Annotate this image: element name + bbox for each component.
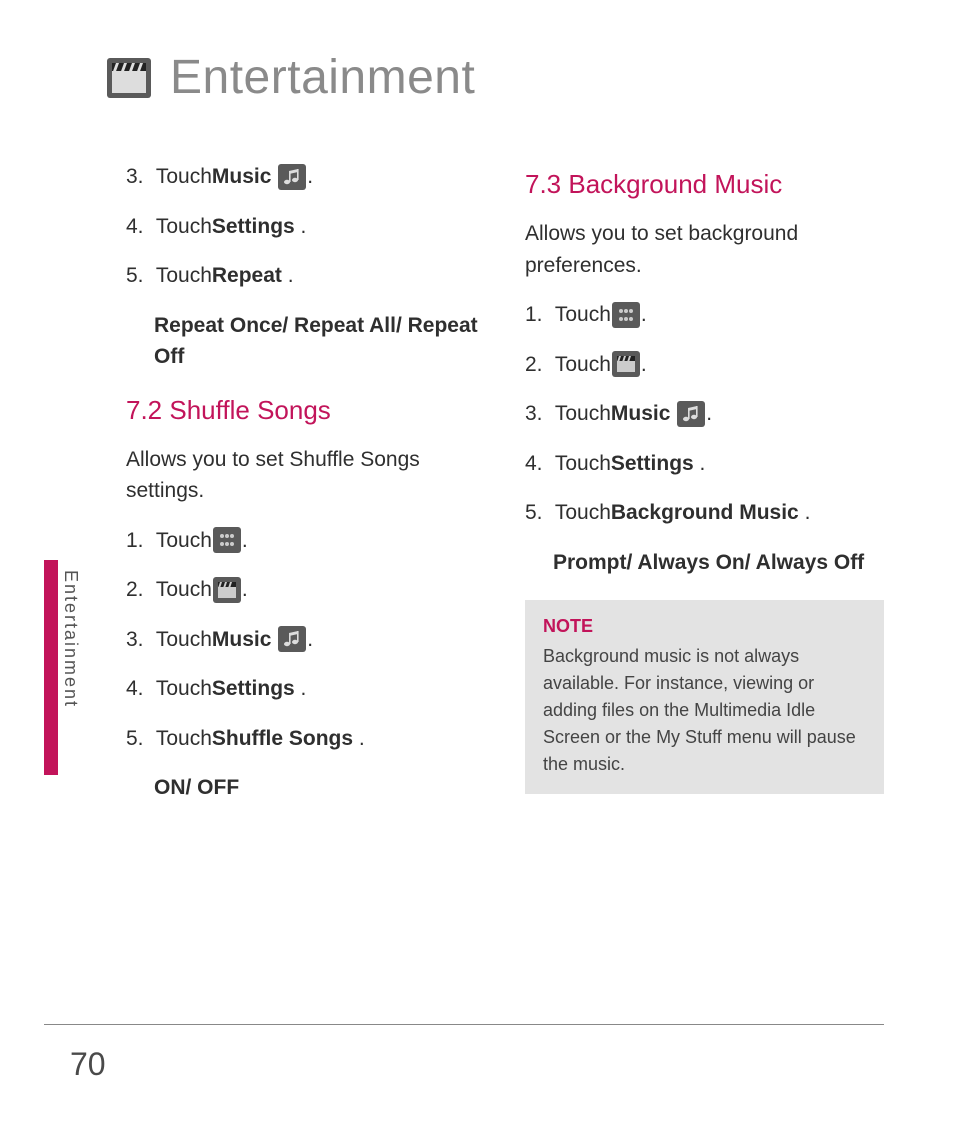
- repeat-options: Repeat Once/ Repeat All/ Repeat Off: [154, 310, 485, 373]
- instruction-step: 3. Touch Music .: [126, 624, 485, 656]
- instruction-step: 4. Touch Settings .: [126, 673, 485, 705]
- clapper-icon: [612, 351, 640, 377]
- instruction-step: 5. Touch Repeat .: [126, 260, 485, 292]
- music-icon: [677, 401, 705, 427]
- instruction-step: 5. Touch Background Music .: [525, 497, 884, 529]
- note-box: NOTE Background music is not always avai…: [525, 600, 884, 794]
- instruction-step: 4. Touch Settings .: [126, 211, 485, 243]
- shuffle-options: ON/ OFF: [154, 772, 485, 804]
- page-title-row: Entertainment: [106, 50, 884, 105]
- footer-rule: [44, 1024, 884, 1025]
- clapper-icon: [213, 577, 241, 603]
- shuffle-intro: Allows you to set Shuffle Songs settings…: [126, 444, 485, 507]
- instruction-step: 3. Touch Music .: [525, 398, 884, 430]
- instruction-step: 1. Touch .: [525, 299, 884, 331]
- instruction-step: 1. Touch .: [126, 525, 485, 557]
- content-columns: 3. Touch Music . 4. Touch Settings . 5. To…: [126, 161, 884, 826]
- right-column: 7.3 Background Music Allows you to set b…: [525, 161, 884, 826]
- music-icon: [278, 164, 306, 190]
- page-number: 70: [70, 1046, 106, 1083]
- section-7-2-heading: 7.2 Shuffle Songs: [126, 395, 485, 426]
- instruction-step: 5. Touch Shuffle Songs .: [126, 723, 485, 755]
- side-tab-label: Entertainment: [60, 570, 81, 708]
- clapper-icon: [107, 58, 151, 98]
- side-tab-accent: [44, 560, 58, 775]
- grid-icon: [213, 527, 241, 553]
- grid-icon: [612, 302, 640, 328]
- note-body: Background music is not always available…: [543, 643, 866, 778]
- left-column: 3. Touch Music . 4. Touch Settings . 5. To…: [126, 161, 485, 826]
- music-icon: [278, 626, 306, 652]
- instruction-step: 2. Touch .: [525, 349, 884, 381]
- section-7-3-heading: 7.3 Background Music: [525, 169, 884, 200]
- note-title: NOTE: [543, 616, 866, 637]
- background-options: Prompt/ Always On/ Always Off: [553, 547, 884, 579]
- background-intro: Allows you to set background preferences…: [525, 218, 884, 281]
- instruction-step: 4. Touch Settings .: [525, 448, 884, 480]
- instruction-step: 2. Touch .: [126, 574, 485, 606]
- page-title: Entertainment: [170, 50, 475, 105]
- manual-page: Entertainment Entertainment 3. Touch Mus…: [0, 0, 954, 1145]
- instruction-step: 3. Touch Music .: [126, 161, 485, 193]
